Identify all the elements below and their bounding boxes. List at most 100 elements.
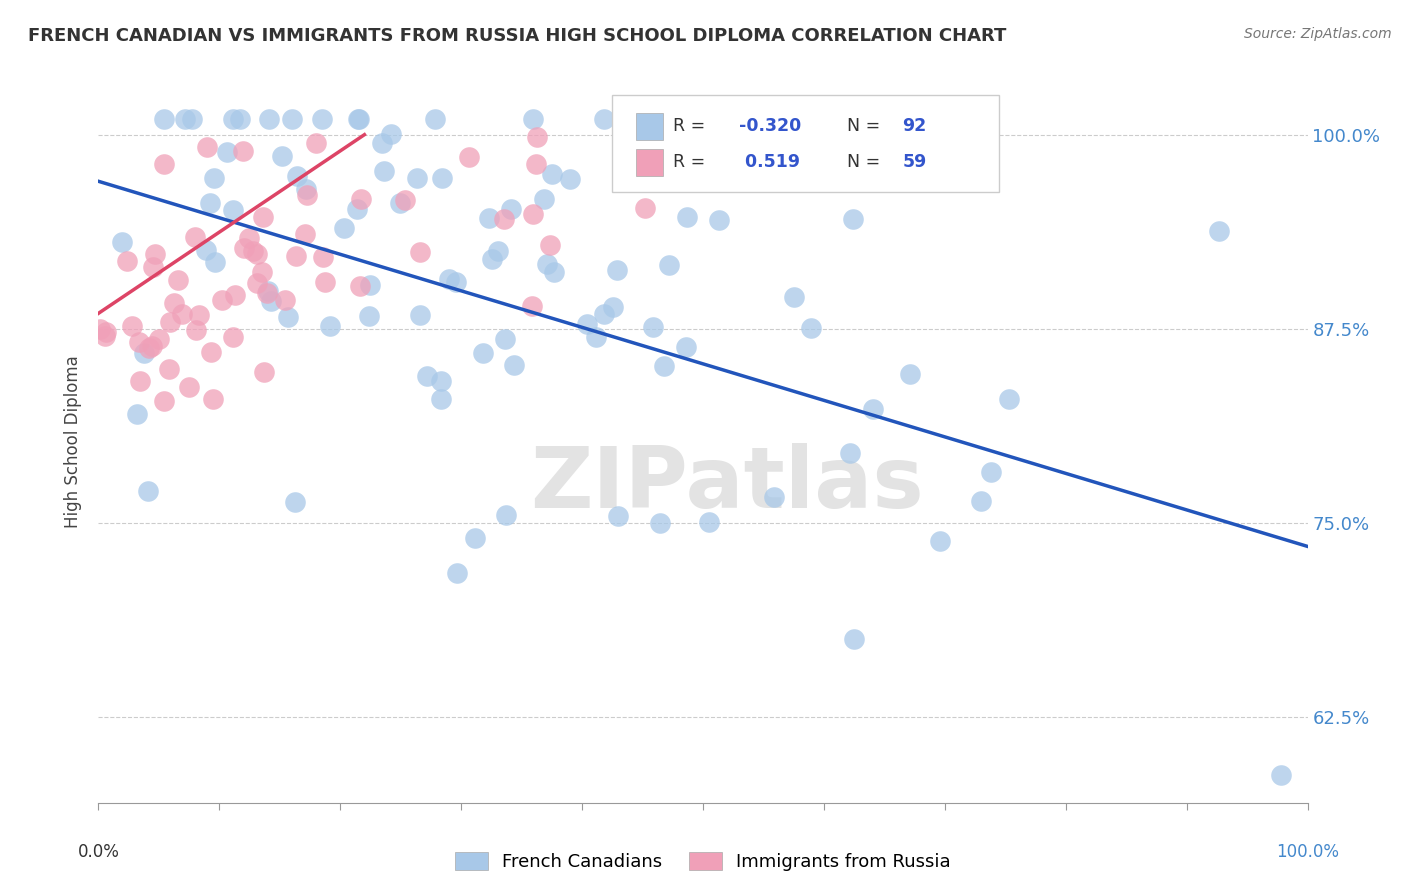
Point <box>284 495 307 509</box>
Point <box>184 230 207 244</box>
Point <box>127 407 149 421</box>
Point <box>181 112 204 127</box>
Point <box>842 211 865 226</box>
Point <box>346 112 368 127</box>
Point <box>416 369 439 384</box>
Point <box>359 309 381 323</box>
Point <box>252 210 274 224</box>
Point <box>281 112 304 127</box>
Point <box>607 509 630 524</box>
Point <box>929 534 952 549</box>
Point <box>333 221 356 235</box>
Point <box>194 244 217 258</box>
Point <box>186 323 208 337</box>
Point <box>538 238 561 252</box>
Text: N =: N = <box>837 117 886 135</box>
Point <box>675 340 697 354</box>
Text: 100.0%: 100.0% <box>1277 843 1339 861</box>
Point <box>499 202 522 216</box>
Point <box>159 314 181 328</box>
Point <box>430 392 453 406</box>
Text: Source: ZipAtlas.com: Source: ZipAtlas.com <box>1244 27 1392 41</box>
Text: 59: 59 <box>903 153 927 171</box>
Point <box>634 202 657 216</box>
Point <box>502 358 524 372</box>
Point <box>250 265 273 279</box>
Point <box>585 330 607 344</box>
Point <box>311 112 333 127</box>
Point <box>495 508 517 523</box>
Point <box>697 515 720 529</box>
Point <box>204 255 226 269</box>
Point <box>430 374 453 388</box>
Point <box>464 531 486 545</box>
Point <box>630 112 652 127</box>
Point <box>136 483 159 498</box>
Point <box>575 317 598 331</box>
FancyBboxPatch shape <box>637 112 664 140</box>
Point <box>409 308 432 322</box>
Point <box>173 112 195 127</box>
Point <box>405 170 427 185</box>
Point <box>177 380 200 394</box>
Point <box>115 254 138 268</box>
Text: ZIPatlas: ZIPatlas <box>530 443 924 526</box>
Point <box>444 275 467 289</box>
Point <box>558 172 581 186</box>
Point <box>157 362 180 376</box>
Point <box>526 130 548 145</box>
Point <box>121 319 143 334</box>
Point <box>371 136 394 151</box>
Point <box>347 112 370 127</box>
Point <box>349 279 371 293</box>
Point <box>471 345 494 359</box>
Point <box>172 307 194 321</box>
Point <box>606 263 628 277</box>
Point <box>256 286 278 301</box>
Point <box>350 192 373 206</box>
Legend: French Canadians, Immigrants from Russia: French Canadians, Immigrants from Russia <box>449 845 957 879</box>
Point <box>229 112 252 127</box>
Point <box>167 273 190 287</box>
Point <box>346 202 368 216</box>
Point <box>481 252 503 266</box>
Point <box>138 341 160 355</box>
Point <box>1208 224 1230 238</box>
Point <box>373 164 395 178</box>
Point <box>676 210 699 224</box>
Point <box>314 275 336 289</box>
Point <box>394 193 416 207</box>
Point <box>839 445 862 459</box>
Point <box>602 300 624 314</box>
Point <box>153 394 176 409</box>
FancyBboxPatch shape <box>637 149 664 177</box>
Point <box>1270 768 1292 782</box>
Point <box>232 144 254 158</box>
Point <box>380 127 402 141</box>
Point <box>800 320 823 334</box>
Point <box>782 290 804 304</box>
Text: 0.519: 0.519 <box>740 153 800 171</box>
Point <box>652 359 675 374</box>
Point <box>446 566 468 580</box>
Point <box>648 516 671 530</box>
Point <box>142 260 165 274</box>
Point <box>111 235 134 249</box>
Point <box>93 329 115 343</box>
Point <box>543 265 565 279</box>
Point <box>224 288 246 302</box>
Point <box>294 227 316 242</box>
Point <box>980 465 1002 479</box>
Point <box>359 277 381 292</box>
Point <box>143 247 166 261</box>
Point <box>520 299 543 313</box>
Point <box>305 136 328 151</box>
Point <box>141 338 163 352</box>
Point <box>762 490 785 504</box>
Point <box>703 146 725 161</box>
Point <box>998 392 1021 406</box>
Text: FRENCH CANADIAN VS IMMIGRANTS FROM RUSSIA HIGH SCHOOL DIPLOMA CORRELATION CHART: FRENCH CANADIAN VS IMMIGRANTS FROM RUSSI… <box>28 27 1007 45</box>
Point <box>96 325 118 339</box>
Point <box>430 170 453 185</box>
Text: 0.0%: 0.0% <box>77 843 120 861</box>
